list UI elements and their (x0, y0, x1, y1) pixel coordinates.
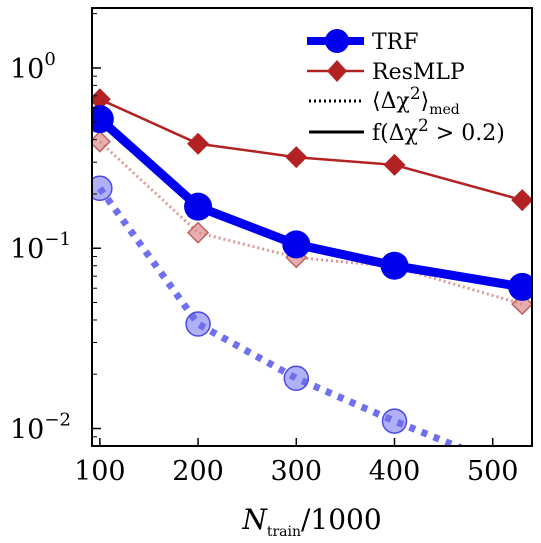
data-point (283, 365, 310, 392)
legend-label-fraction: f(Δχ2 > 0.2) (372, 116, 505, 146)
series-resmlp-fraction (92, 88, 532, 212)
plot-area (92, 8, 532, 446)
data-point (185, 311, 211, 337)
legend-entry-fraction: f(Δχ2 > 0.2) (309, 116, 505, 146)
legend-entry-trf: TRF (307, 29, 419, 55)
data-point (92, 88, 111, 111)
x-tick-label: 200 (172, 456, 224, 487)
data-point (184, 192, 213, 221)
data-point (508, 272, 532, 301)
data-point (285, 146, 308, 169)
series-trf-median (92, 175, 466, 446)
y-tick-label: 100 (10, 49, 56, 85)
series-line (97, 186, 466, 446)
data-point (511, 189, 532, 212)
legend-entry-median: ⟨Δχ2⟩med (309, 84, 460, 118)
x-axis-label: Ntrain/1000 (241, 503, 381, 540)
data-point (92, 105, 114, 134)
y-tick-label: 10−1 (10, 229, 71, 265)
data-point (383, 153, 406, 176)
series-layer (92, 88, 532, 446)
legend-label-resmlp: ResMLP (372, 60, 465, 85)
x-tick-label: 400 (369, 456, 421, 487)
x-tick-label: 100 (74, 456, 126, 487)
x-tick-label: 500 (467, 456, 519, 487)
legend-entry-resmlp: ResMLP (307, 60, 465, 85)
data-point (187, 132, 210, 155)
legend: TRF ResMLP ⟨Δχ2⟩med f(Δχ2 > 0.2) (307, 29, 505, 146)
y-tick-label: 10−2 (10, 410, 71, 446)
data-point (187, 221, 210, 244)
axis-layer: 100 200 300 400 500 100 10−1 10−2 (10, 13, 519, 487)
legend-label-median: ⟨Δχ2⟩med (372, 84, 460, 118)
data-point (92, 130, 111, 153)
plot-frame (91, 7, 533, 447)
data-point (381, 408, 408, 434)
legend-label-trf: TRF (372, 30, 419, 55)
data-point (282, 230, 311, 259)
x-tick-label: 300 (271, 456, 323, 487)
series-trf-fraction (92, 105, 532, 301)
data-point (380, 251, 409, 280)
